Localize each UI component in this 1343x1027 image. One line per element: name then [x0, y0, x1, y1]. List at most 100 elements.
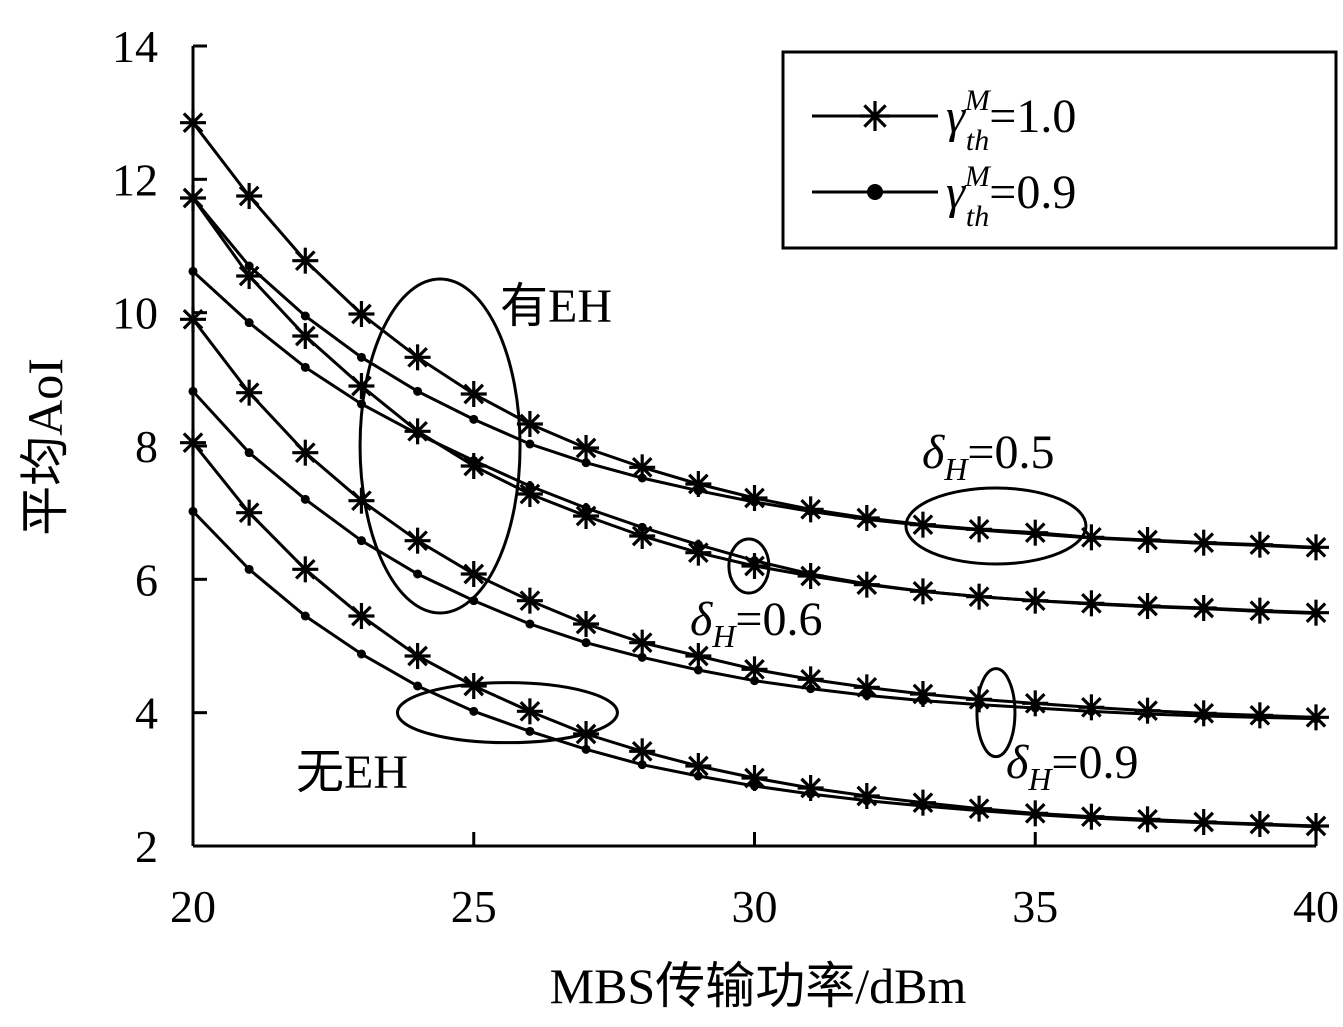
series-2-point-26 [525, 439, 535, 449]
series-5-point-22 [292, 439, 319, 466]
annotation-delta-06: δH=0.6 [690, 593, 823, 654]
series-8-point-39 [1255, 820, 1265, 830]
series-2-point-35 [1030, 529, 1040, 539]
series-8-point-29 [693, 771, 703, 781]
series-4-point-36 [1086, 599, 1096, 609]
y-tick-label-10: 10 [112, 288, 158, 339]
series-2-point-23 [356, 352, 366, 362]
series-1-point-23 [348, 301, 375, 327]
series-8-point-40 [1311, 822, 1321, 832]
series-3-point-21 [236, 263, 263, 289]
series-6-point-35 [1030, 703, 1040, 713]
series-2-point-34 [974, 525, 984, 535]
series-4-point-25 [469, 456, 479, 466]
series-6-point-22 [300, 494, 310, 504]
series-4-point-33 [918, 586, 928, 596]
series-2-point-39 [1255, 540, 1265, 550]
series-5-point-23 [348, 487, 375, 514]
series-6-point-36 [1086, 706, 1096, 716]
series-7-point-28 [629, 738, 656, 765]
series-2-point-25 [469, 414, 479, 424]
series-2-point-32 [862, 514, 872, 524]
series-6-point-26 [525, 619, 535, 629]
series-6-point-37 [1143, 709, 1153, 719]
series-8-point-20 [188, 506, 198, 516]
legend: γM th=1.0 γM th=0.9 [781, 50, 1338, 250]
axes: 20 25 30 35 40 2 4 6 8 10 12 14 [112, 21, 1339, 932]
ellipse-without-eh [395, 681, 619, 745]
series-8-point-37 [1143, 816, 1153, 826]
ellipse-delta-05 [904, 486, 1088, 566]
series-4-point-26 [525, 481, 535, 491]
series-2 [188, 193, 1321, 553]
series-6-point-32 [862, 690, 872, 700]
series-4-point-32 [862, 579, 872, 589]
series-8 [188, 506, 1321, 832]
series-3-point-22 [292, 323, 319, 349]
x-tick-label-20: 20 [170, 881, 216, 932]
series-7-point-21 [236, 499, 263, 526]
series-layer [180, 109, 1329, 839]
series-5-point-21 [236, 379, 263, 406]
legend-box [781, 50, 1338, 250]
series-5-point-29 [685, 643, 712, 669]
series-7-point-20 [180, 429, 206, 456]
series-1-point-20 [180, 109, 206, 136]
series-5-point-26 [516, 587, 543, 614]
annotation-delta-09: δH=0.9 [1006, 736, 1139, 797]
series-1-point-26 [516, 411, 543, 437]
series-7-point-29 [685, 753, 712, 779]
y-tick-label-8: 8 [135, 421, 158, 472]
series-4-point-27 [581, 503, 591, 513]
series-1-point-29 [685, 471, 712, 497]
series-8-point-24 [413, 681, 423, 691]
legend-marker-asterisk [860, 101, 890, 131]
series-4-point-39 [1255, 606, 1265, 616]
series-2-point-40 [1311, 543, 1321, 553]
series-7-point-24 [404, 643, 431, 669]
x-tick-label-40: 40 [1293, 881, 1339, 932]
series-4-point-29 [693, 540, 703, 550]
x-tick-label-25: 25 [451, 881, 497, 932]
x-tick-label-35: 35 [1012, 881, 1058, 932]
series-2-point-36 [1086, 533, 1096, 543]
series-1-point-24 [404, 344, 431, 371]
series-2-point-29 [693, 486, 703, 496]
series-8-point-22 [300, 611, 310, 621]
legend-entry-1: γM th=1.0 [946, 84, 1076, 157]
series-1-point-22 [292, 247, 319, 274]
series-5-point-25 [460, 561, 487, 587]
series-1-point-25 [460, 381, 487, 407]
series-6-point-33 [918, 696, 928, 706]
series-4-point-20 [188, 266, 198, 276]
series-4-point-37 [1143, 602, 1153, 612]
y-tick-label-12: 12 [112, 154, 158, 205]
series-2-point-27 [581, 458, 591, 468]
series-1-point-21 [236, 183, 263, 209]
ellipse-delta-06 [727, 537, 771, 595]
series-6-point-23 [356, 536, 366, 546]
series-8-point-38 [1199, 818, 1209, 828]
series-2-point-24 [413, 386, 423, 396]
series-6 [188, 386, 1321, 724]
series-4-point-30 [750, 556, 759, 566]
series-8-point-28 [637, 760, 647, 770]
series-8-point-36 [1086, 813, 1096, 823]
y-tick-label-6: 6 [135, 554, 158, 605]
series-6-point-24 [413, 569, 423, 579]
series-5-point-24 [404, 527, 431, 554]
series-4-point-22 [300, 362, 310, 372]
y-axis-label: 平均AoI [17, 358, 73, 536]
series-8-point-21 [244, 564, 254, 574]
ellipse-delta-09 [975, 667, 1017, 759]
series-4 [188, 266, 1321, 618]
y-tick-label-4: 4 [135, 688, 158, 739]
series-3-point-23 [348, 373, 375, 399]
series-4-point-38 [1199, 604, 1209, 614]
series-8-point-35 [1030, 810, 1040, 820]
series-4-point-21 [244, 318, 254, 328]
y-tick-label-14: 14 [112, 21, 158, 72]
x-axis-label: MBS传输功率/dBm [550, 958, 967, 1014]
